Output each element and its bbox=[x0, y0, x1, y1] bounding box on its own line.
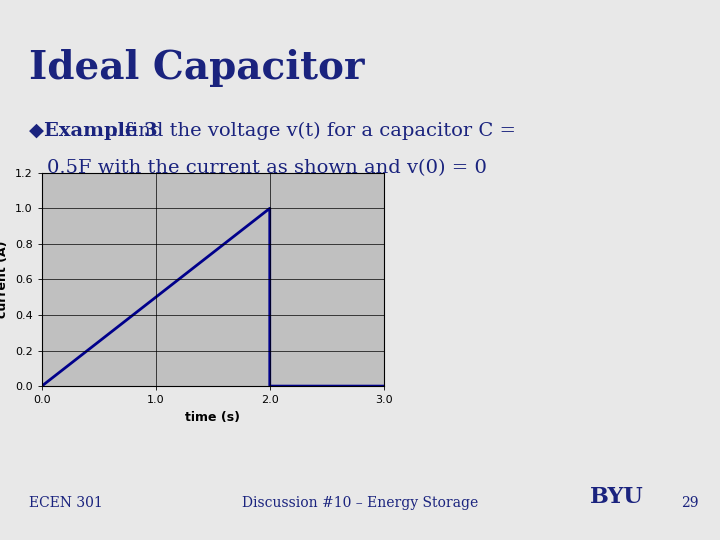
Text: BYU: BYU bbox=[590, 485, 644, 508]
Text: Ideal Capacitor: Ideal Capacitor bbox=[29, 49, 364, 86]
X-axis label: time (s): time (s) bbox=[185, 411, 240, 424]
Text: ◆Example 3: ◆Example 3 bbox=[29, 122, 158, 139]
Text: 0.5F with the current as shown and v(0) = 0: 0.5F with the current as shown and v(0) … bbox=[47, 159, 487, 177]
Text: ECEN 301: ECEN 301 bbox=[29, 496, 102, 510]
Text: Discussion #10 – Energy Storage: Discussion #10 – Energy Storage bbox=[242, 496, 478, 510]
Y-axis label: current (A): current (A) bbox=[0, 241, 9, 318]
Text: : find the voltage v(t) for a capacitor C =: : find the voltage v(t) for a capacitor … bbox=[112, 122, 516, 140]
Text: 29: 29 bbox=[681, 496, 698, 510]
